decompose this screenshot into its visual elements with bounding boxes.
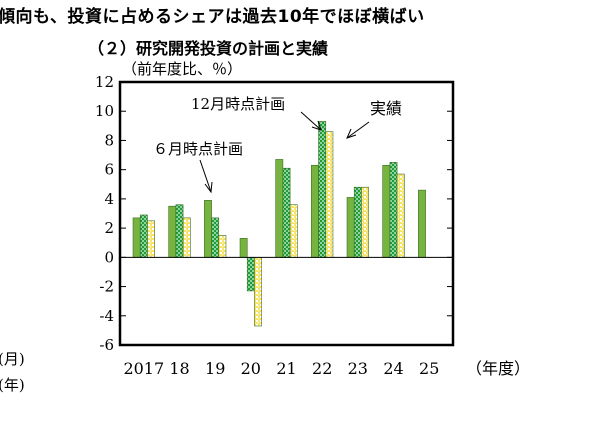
side-label-month: (月) (0, 350, 25, 368)
annotation-actual-arrowhead (346, 128, 357, 139)
bar-0-21 (275, 159, 284, 258)
bar-0-19 (204, 200, 212, 258)
bar-0-18 (168, 205, 177, 258)
x-tick-label: 18 (169, 359, 189, 378)
bar-0-20 (239, 238, 248, 258)
annotation-december-arrow (300, 111, 322, 131)
annotation-june-arrowhead (204, 181, 213, 194)
plot-frame (118, 80, 455, 347)
bar-1-21 (282, 167, 291, 258)
bar-2-22 (325, 131, 334, 258)
y-tick-label: 12 (95, 73, 114, 91)
bar-2-24 (396, 173, 405, 258)
bar-0-25 (418, 189, 426, 258)
x-tick-label: 2017 (123, 359, 164, 378)
x-tick-label: 20 (241, 359, 261, 378)
bar-2-18 (182, 217, 191, 258)
y-tick-label: 4 (104, 190, 114, 208)
y-tick-label: 0 (104, 248, 114, 266)
bar-1-23 (353, 186, 362, 258)
x-tick-label: 21 (276, 359, 296, 378)
y-axis-unit-label: （前年度比、％） (122, 60, 243, 78)
y-tick-label: 2 (104, 219, 114, 237)
bar-1-19 (211, 217, 220, 258)
x-axis-unit-label: （年度） (466, 359, 530, 378)
bar-2-2017 (147, 220, 155, 258)
x-tick-label: 24 (383, 359, 403, 378)
y-tick-label: -4 (99, 307, 114, 325)
bar-0-23 (346, 197, 355, 258)
bar-1-18 (175, 204, 184, 258)
bar-2-21 (289, 204, 298, 258)
y-tick-label: 8 (104, 131, 114, 149)
x-tick-label: 25 (419, 359, 439, 378)
bar-2-19 (218, 235, 227, 258)
bar-0-24 (382, 164, 391, 258)
x-tick-label: 19 (205, 359, 225, 378)
side-label-year: (年) (0, 376, 25, 394)
annotation-december-plan: 12月時点計画 (191, 95, 285, 113)
bar-1-2017 (139, 214, 148, 258)
x-tick-label: 23 (348, 359, 368, 378)
bar-1-22 (318, 121, 327, 258)
bar-1-24 (389, 162, 398, 258)
annotation-december-arrowhead (311, 120, 322, 131)
x-tick-label: 22 (312, 359, 332, 378)
bar-0-22 (311, 164, 319, 258)
y-tick-label: 6 (104, 161, 114, 179)
bar-1-20 (246, 257, 255, 292)
chart-title: （２）研究開発投資の計画と実績 (88, 39, 329, 58)
annotation-june-arrow (199, 159, 212, 193)
annotation-june-plan: ６月時点計画 (153, 140, 243, 158)
bar-2-23 (361, 186, 369, 258)
y-tick-label: -6 (99, 336, 114, 354)
header-text: 傾向も、投資に占めるシェアは過去10年でほぼ横ばい (0, 7, 425, 27)
annotation-actual-arrow (346, 121, 370, 139)
bar-0-2017 (132, 217, 141, 258)
bar-2-20 (254, 257, 262, 327)
y-tick-label: 10 (95, 102, 114, 120)
y-tick-label: -2 (99, 278, 114, 296)
annotation-actual: 実績 (370, 99, 402, 118)
